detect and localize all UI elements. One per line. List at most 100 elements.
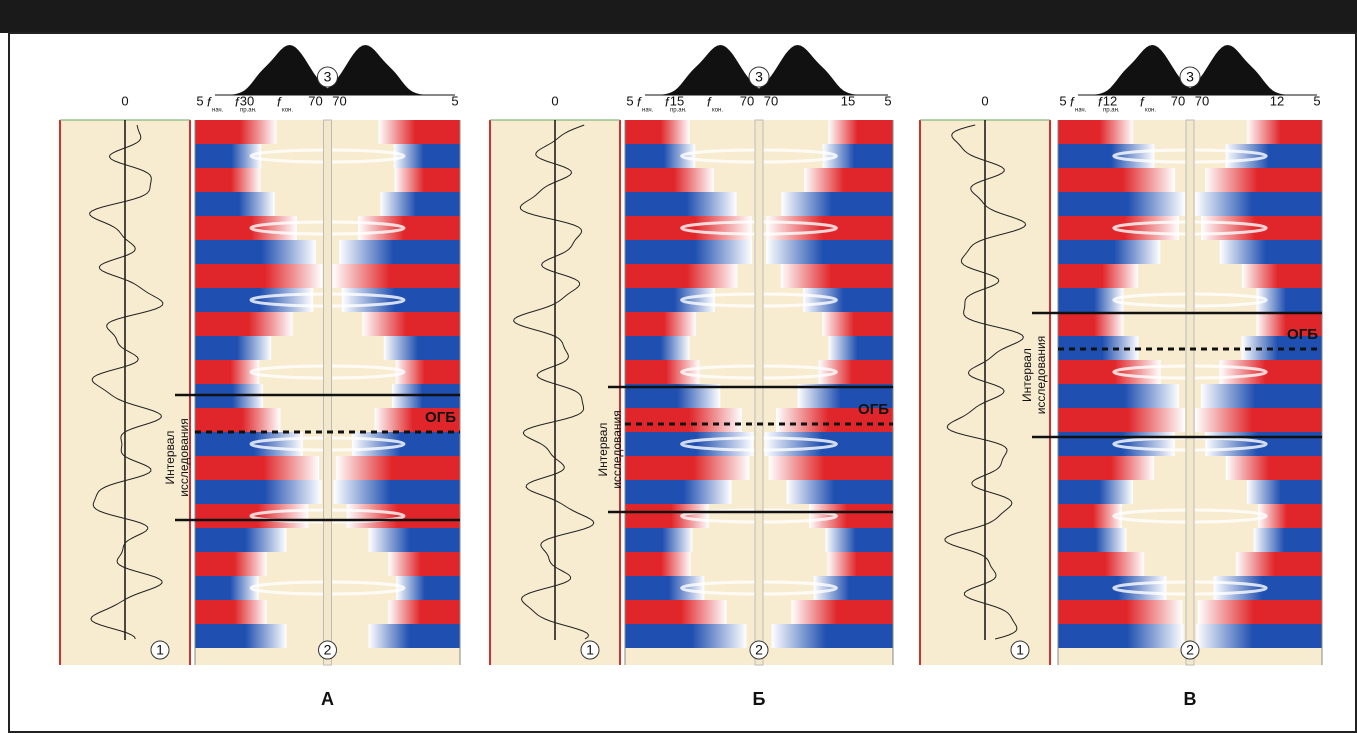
- seismic-band: [625, 120, 690, 144]
- seismic-band: [395, 168, 460, 192]
- seismic-band: [1198, 600, 1322, 624]
- seismic-band: [769, 456, 893, 480]
- scale-label: 5: [626, 93, 633, 108]
- seismic-band: [378, 120, 460, 144]
- seismic-band: [1247, 480, 1322, 504]
- seismic-band: [1058, 552, 1144, 576]
- marker: 1: [1016, 642, 1024, 658]
- seismic-band: [1058, 360, 1161, 384]
- seismic-band: [195, 456, 319, 480]
- seismic-band: [1058, 456, 1154, 480]
- seismic-band: [195, 552, 267, 576]
- seismic-band: [625, 600, 727, 624]
- scale-label: 70: [308, 93, 322, 108]
- marker: 3: [1186, 69, 1194, 85]
- seismic-band: [625, 576, 704, 600]
- seismic-band: [1058, 384, 1179, 408]
- seismic-band: [625, 288, 715, 312]
- interval-label: Интервал: [1020, 348, 1034, 402]
- seismic-band: [195, 240, 316, 264]
- marker: 1: [156, 642, 164, 658]
- seismic-band: [369, 528, 460, 552]
- seismic-band: [804, 168, 893, 192]
- seismic-band: [786, 480, 893, 504]
- seismic-band: [828, 336, 893, 360]
- seismic-band: [336, 456, 460, 480]
- scale-label: 70: [740, 93, 754, 108]
- f-subscript: нач.: [1075, 108, 1087, 114]
- seismic-band: [195, 288, 313, 312]
- seismic-band: [195, 216, 297, 240]
- seismic-band: [1058, 576, 1166, 600]
- seismic-band: [388, 552, 460, 576]
- seismic-band: [333, 264, 460, 288]
- scale-label: 30: [240, 93, 254, 108]
- seismic-band: [766, 216, 893, 240]
- seismic-band: [766, 240, 893, 264]
- trace-axis-label: 0: [551, 93, 558, 108]
- seismic-band: [822, 312, 893, 336]
- seismic-band: [803, 288, 893, 312]
- seismic-band: [380, 192, 460, 216]
- seismic-band: [195, 168, 260, 192]
- seismic-band: [781, 192, 893, 216]
- seismic-band: [1201, 384, 1322, 408]
- center-divider: [1186, 120, 1194, 665]
- seismic-band: [195, 264, 322, 288]
- seismic-band: [625, 168, 714, 192]
- marker: 2: [324, 642, 332, 658]
- seismic-band: [1247, 120, 1322, 144]
- seismic-band: [358, 216, 460, 240]
- seismic-band: [1195, 192, 1322, 216]
- seismic-band: [1242, 264, 1322, 288]
- horizon-label: ОГБ: [1287, 326, 1318, 343]
- seismic-band: [1226, 456, 1322, 480]
- seismic-band: [625, 360, 699, 384]
- panel-label: А: [321, 689, 334, 709]
- scale-label: 70: [764, 93, 778, 108]
- seismic-band: [625, 216, 752, 240]
- seismic-band: [772, 624, 893, 648]
- seismic-band: [388, 600, 460, 624]
- f-subscript: кон.: [282, 108, 293, 114]
- seismic-band: [625, 480, 732, 504]
- horizon-label: ОГБ: [858, 401, 889, 418]
- seismic-band: [195, 336, 271, 360]
- seismic-band: [625, 312, 696, 336]
- seismic-band: [334, 480, 460, 504]
- seismic-band: [1058, 408, 1185, 432]
- marker: 2: [755, 642, 763, 658]
- seismic-band: [368, 624, 460, 648]
- seismic-band: [625, 528, 693, 552]
- scale-label: 70: [1195, 93, 1209, 108]
- seismic-band: [1219, 360, 1322, 384]
- f-subscript: пр.ан.: [240, 108, 257, 114]
- seismic-band: [195, 576, 259, 600]
- f-subscript: кон.: [712, 108, 723, 114]
- marker: 2: [1186, 642, 1194, 658]
- seismic-band: [396, 576, 460, 600]
- seismic-band: [195, 432, 303, 456]
- center-divider: [324, 120, 332, 665]
- panel-label: Б: [753, 689, 766, 709]
- seismic-band: [1058, 480, 1133, 504]
- seismic-band: [1201, 216, 1322, 240]
- seismic-band: [625, 624, 746, 648]
- scale-label: 5: [1059, 93, 1066, 108]
- seismic-band: [1254, 528, 1322, 552]
- scale-label: 5: [451, 93, 458, 108]
- seismic-band: [625, 408, 742, 432]
- seismic-band: [625, 456, 749, 480]
- seismic-band: [819, 360, 893, 384]
- seismic-band: [781, 264, 893, 288]
- scale-label: 70: [332, 93, 346, 108]
- seismic-band: [1205, 168, 1322, 192]
- seismic-band: [625, 336, 690, 360]
- seismic-band: [625, 432, 753, 456]
- marker: 1: [586, 642, 594, 658]
- seismic-band: [1058, 264, 1138, 288]
- f-subscript: кон.: [1145, 108, 1156, 114]
- seismic-band: [1058, 144, 1154, 168]
- f-subscript: нач.: [642, 108, 654, 114]
- seismic-band: [823, 144, 893, 168]
